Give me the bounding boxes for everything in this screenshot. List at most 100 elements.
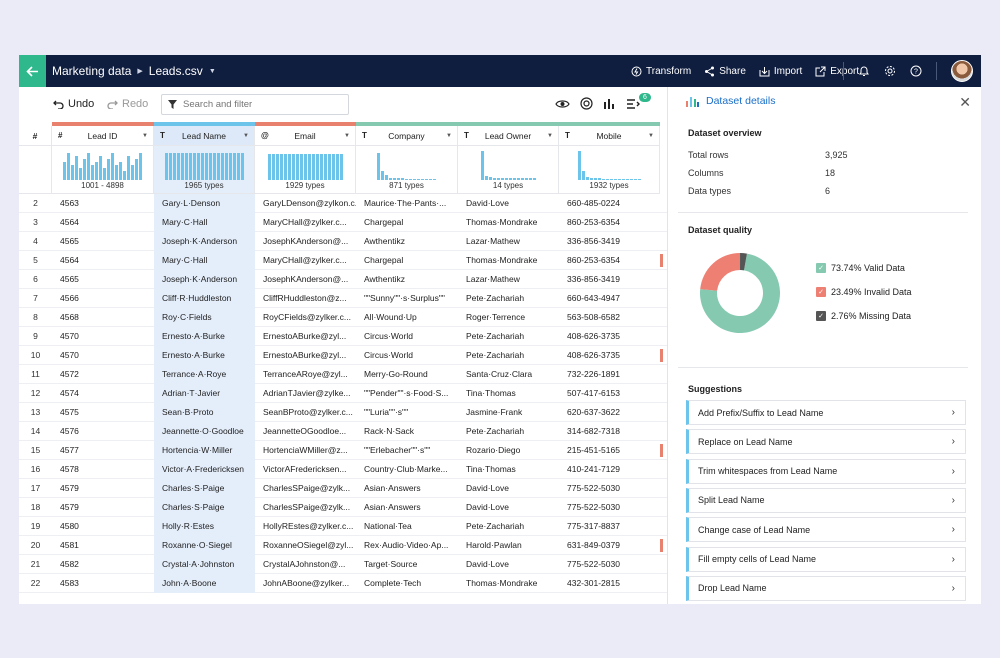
column-profile-name[interactable]: 1965 types bbox=[154, 146, 255, 194]
cell-name[interactable]: Roy·C·Fields bbox=[154, 308, 255, 327]
table-row[interactable]: 22 4583 John·A·Boone JohnABoone@zylker... Co… bbox=[19, 574, 667, 593]
cell-owner[interactable]: Roger·Terrence bbox=[466, 312, 526, 322]
table-row[interactable]: 16 4578 Victor·A·Fredericksen VictorAFreder… bbox=[19, 460, 667, 479]
cell-company[interactable]: Target·Source bbox=[364, 559, 418, 569]
cell-owner[interactable]: Pete·Zachariah bbox=[466, 350, 525, 360]
cell-name[interactable]: Gary·L·Denson bbox=[154, 194, 255, 213]
cell-email[interactable]: VictorAFredericksen... bbox=[263, 464, 347, 474]
help-icon[interactable]: ? bbox=[910, 65, 922, 77]
cell-mobile[interactable]: 620-637-3622 bbox=[567, 407, 620, 417]
cell-email[interactable]: CharlesSPaige@zylk... bbox=[263, 483, 351, 493]
chart-icon[interactable] bbox=[603, 98, 616, 109]
cell-owner[interactable]: Tina·Thomas bbox=[466, 464, 516, 474]
table-row[interactable]: 3 4564 Mary·C·Hall MaryCHall@zylker.c... Cha… bbox=[19, 213, 667, 232]
cell-company[interactable]: National·Tea bbox=[364, 521, 412, 531]
cell-name[interactable]: Jeannette·O·Goodloe bbox=[154, 422, 255, 441]
column-profile-id[interactable]: 1001 - 4898 bbox=[52, 146, 154, 194]
cell-mobile[interactable]: 775-522-5030 bbox=[567, 502, 620, 512]
cell-owner[interactable]: Tina·Thomas bbox=[466, 388, 516, 398]
back-button[interactable] bbox=[19, 55, 46, 87]
table-row[interactable]: 7 4566 Cliff·R·Huddleston CliffRHuddleston@… bbox=[19, 289, 667, 308]
column-profile-mobile[interactable]: 1932 types bbox=[559, 146, 660, 194]
cell-mobile[interactable]: 336-856-3419 bbox=[567, 274, 620, 284]
cell-company[interactable]: Maurice·The·Pants·... bbox=[364, 198, 447, 208]
breadcrumb-root[interactable]: Marketing data bbox=[52, 64, 132, 78]
redo-button[interactable]: Redo bbox=[107, 98, 148, 110]
chevron-down-icon[interactable]: ▼ bbox=[446, 132, 452, 139]
cell-email[interactable]: MaryCHall@zylker.c... bbox=[263, 217, 347, 227]
cell-name[interactable]: Mary·C·Hall bbox=[154, 251, 255, 270]
cell-mobile[interactable]: 860-253-6354 bbox=[567, 255, 620, 265]
cell-owner[interactable]: Lazar·Mathew bbox=[466, 274, 520, 284]
table-row[interactable]: 20 4581 Roxanne·O·Siegel RoxanneOSiegel@zyl… bbox=[19, 536, 667, 555]
cell-company[interactable]: Chargepal bbox=[364, 217, 404, 227]
cell-owner[interactable]: Thomas·Mondrake bbox=[466, 255, 538, 265]
cell-company[interactable]: ""Pender""·s·Food·S... bbox=[364, 388, 449, 398]
quality-legend-item[interactable]: ✓ 23.49% Invalid Data bbox=[816, 287, 912, 297]
column-profile-email[interactable]: 1929 types bbox=[255, 146, 356, 194]
cell-email[interactable]: SeanBProto@zylker.c... bbox=[263, 407, 353, 417]
suggestion-item[interactable]: Replace on Lead Name › bbox=[686, 429, 966, 455]
cell-company[interactable]: Awthentikz bbox=[364, 236, 405, 246]
transform-button[interactable]: Transform bbox=[631, 66, 691, 77]
column-profile-owner[interactable]: 14 types bbox=[458, 146, 559, 194]
cell-id[interactable]: 4565 bbox=[60, 274, 79, 284]
cell-id[interactable]: 4568 bbox=[60, 312, 79, 322]
eye-icon[interactable] bbox=[555, 99, 570, 109]
gear-icon[interactable] bbox=[884, 65, 896, 77]
cell-mobile[interactable]: 410-241-7129 bbox=[567, 464, 620, 474]
cell-id[interactable]: 4580 bbox=[60, 521, 79, 531]
cell-name[interactable]: Mary·C·Hall bbox=[154, 213, 255, 232]
table-row[interactable]: 8 4568 Roy·C·Fields RoyCFields@zylker.c... A… bbox=[19, 308, 667, 327]
cell-id[interactable]: 4566 bbox=[60, 293, 79, 303]
cell-id[interactable]: 4581 bbox=[60, 540, 79, 550]
cell-owner[interactable]: David·Love bbox=[466, 198, 509, 208]
target-icon[interactable] bbox=[580, 97, 593, 110]
cell-id[interactable]: 4564 bbox=[60, 217, 79, 227]
cell-mobile[interactable]: 775-522-5030 bbox=[567, 559, 620, 569]
cell-mobile[interactable]: 314-682-7318 bbox=[567, 426, 620, 436]
suggestion-item[interactable]: Add Prefix/Suffix to Lead Name › bbox=[686, 400, 966, 425]
table-row[interactable]: 4 4565 Joseph·K·Anderson JosephKAnderson@..… bbox=[19, 232, 667, 251]
cell-email[interactable]: TerranceARoye@zyl... bbox=[263, 369, 348, 379]
cell-id[interactable]: 4570 bbox=[60, 350, 79, 360]
table-row[interactable]: 9 4570 Ernesto·A·Burke ErnestoABurke@zyl...… bbox=[19, 327, 667, 346]
table-row[interactable]: 5 4564 Mary·C·Hall MaryCHall@zylker.c... Cha… bbox=[19, 251, 667, 270]
cell-id[interactable]: 4577 bbox=[60, 445, 79, 455]
cell-email[interactable]: JosephKAnderson@... bbox=[263, 274, 349, 284]
cell-owner[interactable]: David·Love bbox=[466, 502, 509, 512]
cell-mobile[interactable]: 408-626-3735 bbox=[567, 331, 620, 341]
cell-mobile[interactable]: 432-301-2815 bbox=[567, 578, 620, 588]
chevron-down-icon[interactable]: ▼ bbox=[648, 132, 654, 139]
cell-owner[interactable]: Pete·Zachariah bbox=[466, 331, 525, 341]
cell-email[interactable]: CliffRHuddleston@z... bbox=[263, 293, 347, 303]
cell-mobile[interactable]: 336-856-3419 bbox=[567, 236, 620, 246]
bell-icon[interactable] bbox=[858, 65, 870, 77]
table-row[interactable]: 12 4574 Adrian·T·Javier AdrianTJavier@zylke… bbox=[19, 384, 667, 403]
cell-id[interactable]: 4582 bbox=[60, 559, 79, 569]
column-header-id[interactable]: # Lead ID ▼ bbox=[52, 126, 154, 146]
cell-company[interactable]: ""Sunny""·s·Surplus"" bbox=[364, 293, 445, 303]
cell-mobile[interactable]: 408-626-3735 bbox=[567, 350, 620, 360]
suggestions-icon[interactable] bbox=[626, 98, 640, 110]
column-header-email[interactable]: @ Email ▼ bbox=[255, 126, 356, 146]
cell-company[interactable]: Chargepal bbox=[364, 255, 404, 265]
suggestion-item[interactable]: Fill empty cells of Lead Name › bbox=[686, 546, 966, 572]
cell-id[interactable]: 4563 bbox=[60, 198, 79, 208]
cell-name[interactable]: Crystal·A·Johnston bbox=[154, 555, 255, 574]
cell-mobile[interactable]: 660-643-4947 bbox=[567, 293, 620, 303]
checkbox-icon[interactable]: ✓ bbox=[816, 287, 826, 297]
donut-slice[interactable] bbox=[740, 253, 747, 271]
donut-slice[interactable] bbox=[700, 253, 741, 291]
cell-name[interactable]: Joseph·K·Anderson bbox=[154, 232, 255, 251]
column-header-mobile[interactable]: T Mobile ▼ bbox=[559, 126, 660, 146]
cell-owner[interactable]: Jasmine·Frank bbox=[466, 407, 523, 417]
cell-owner[interactable]: David·Love bbox=[466, 483, 509, 493]
table-row[interactable]: 11 4572 Terrance·A·Roye TerranceARoye@zyl..… bbox=[19, 365, 667, 384]
checkbox-icon[interactable]: ✓ bbox=[816, 311, 826, 321]
cell-owner[interactable]: Pete·Zachariah bbox=[466, 293, 525, 303]
cell-id[interactable]: 4570 bbox=[60, 331, 79, 341]
cell-owner[interactable]: Lazar·Mathew bbox=[466, 236, 520, 246]
file-name[interactable]: Leads.csv bbox=[148, 64, 203, 78]
cell-name[interactable]: Holly·R·Estes bbox=[154, 517, 255, 536]
